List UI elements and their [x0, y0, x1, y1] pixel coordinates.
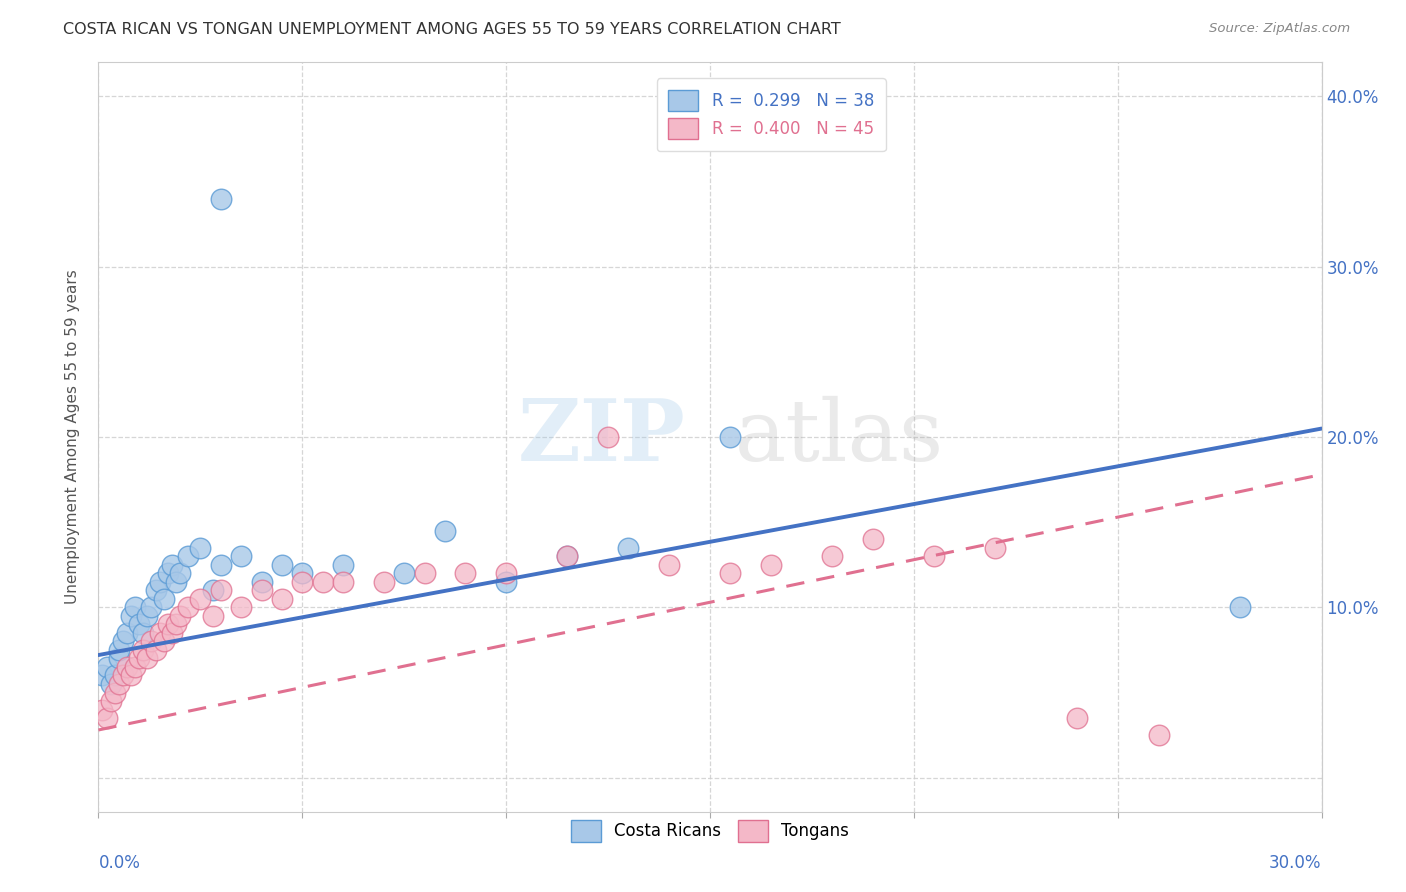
Point [96, 660, 118, 674]
Point [108, 677, 131, 691]
Point [617, 541, 640, 555]
Point [104, 685, 127, 699]
Point [922, 549, 945, 564]
Point [1229, 600, 1251, 615]
Point [392, 566, 416, 581]
Point [718, 430, 742, 444]
Point [821, 549, 844, 564]
Point [188, 591, 212, 606]
Point [149, 626, 172, 640]
Point [201, 608, 224, 623]
Point [270, 591, 294, 606]
Text: 30.0%: 30.0% [1270, 855, 1322, 872]
Point [104, 668, 127, 682]
Point [188, 541, 212, 555]
Point [100, 694, 122, 708]
Point [312, 574, 335, 589]
Point [718, 566, 742, 581]
Point [177, 600, 200, 615]
Point [165, 617, 187, 632]
Point [209, 558, 232, 572]
Point [177, 549, 200, 564]
Point [201, 583, 224, 598]
Text: atlas: atlas [734, 395, 943, 479]
Point [149, 574, 172, 589]
Point [209, 583, 232, 598]
Point [165, 574, 187, 589]
Point [141, 600, 163, 615]
Point [231, 549, 253, 564]
Point [169, 566, 191, 581]
Point [115, 660, 138, 674]
Text: 0.0%: 0.0% [98, 855, 141, 872]
Point [250, 583, 273, 598]
Point [156, 566, 179, 581]
Point [291, 574, 314, 589]
Point [124, 600, 146, 615]
Point [555, 549, 579, 564]
Point [761, 558, 783, 572]
Point [91, 668, 114, 682]
Point [231, 600, 253, 615]
Point [658, 558, 681, 572]
Point [332, 558, 354, 572]
Point [1147, 728, 1170, 742]
Point [96, 711, 118, 725]
Text: ZIP: ZIP [517, 395, 686, 479]
Point [108, 651, 131, 665]
Point [495, 574, 517, 589]
Point [132, 626, 155, 640]
Point [141, 634, 163, 648]
Point [111, 668, 134, 682]
Point [145, 583, 167, 598]
Point [120, 668, 142, 682]
Point [136, 608, 159, 623]
Point [270, 558, 294, 572]
Point [169, 608, 191, 623]
Point [108, 643, 131, 657]
Point [209, 192, 232, 206]
Point [111, 634, 134, 648]
Point [152, 634, 174, 648]
Point [124, 660, 146, 674]
Legend: Costa Ricans, Tongans: Costa Ricans, Tongans [564, 814, 856, 848]
Point [128, 617, 150, 632]
Point [160, 558, 183, 572]
Point [156, 617, 179, 632]
Point [434, 524, 457, 538]
Point [100, 677, 122, 691]
Point [984, 541, 1007, 555]
Point [1066, 711, 1088, 725]
Point [120, 608, 142, 623]
Point [115, 626, 138, 640]
Point [598, 430, 620, 444]
Point [250, 574, 273, 589]
Point [91, 702, 114, 716]
Point [454, 566, 477, 581]
Y-axis label: Unemployment Among Ages 55 to 59 years: Unemployment Among Ages 55 to 59 years [65, 269, 80, 605]
Point [862, 533, 884, 547]
Point [495, 566, 517, 581]
Text: COSTA RICAN VS TONGAN UNEMPLOYMENT AMONG AGES 55 TO 59 YEARS CORRELATION CHART: COSTA RICAN VS TONGAN UNEMPLOYMENT AMONG… [63, 22, 841, 37]
Point [160, 626, 183, 640]
Point [145, 643, 167, 657]
Point [152, 591, 174, 606]
Text: Source: ZipAtlas.com: Source: ZipAtlas.com [1209, 22, 1350, 36]
Point [132, 643, 155, 657]
Point [555, 549, 579, 564]
Point [128, 651, 150, 665]
Point [332, 574, 354, 589]
Point [373, 574, 395, 589]
Point [136, 651, 159, 665]
Point [413, 566, 436, 581]
Point [291, 566, 314, 581]
